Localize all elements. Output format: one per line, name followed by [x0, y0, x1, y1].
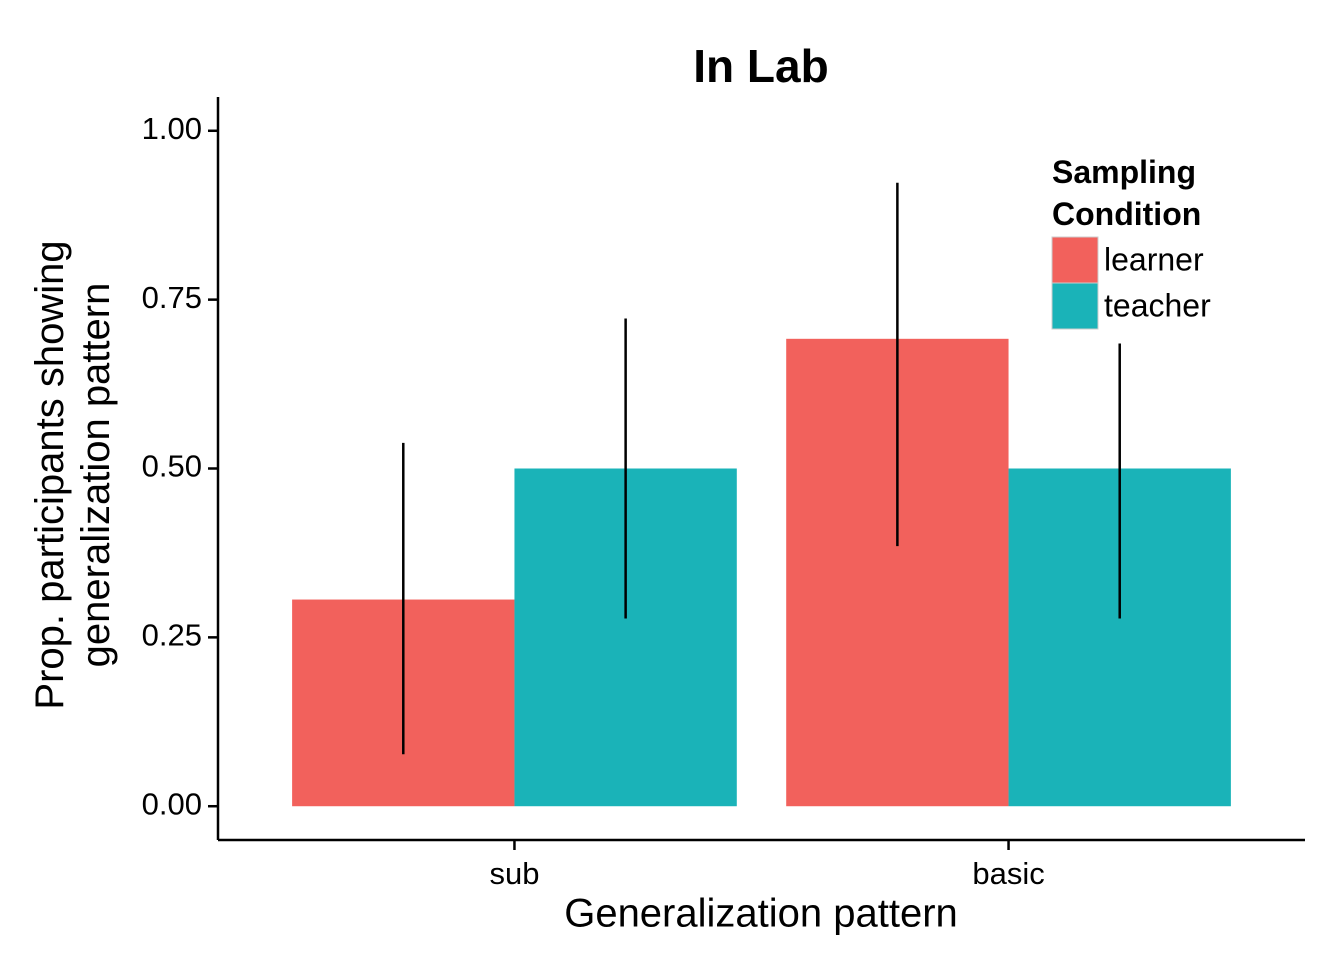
x-tick-label: basic: [972, 856, 1044, 891]
legend-label: learner: [1104, 241, 1204, 277]
chart-title: In Lab: [693, 40, 828, 92]
legend-swatch: [1051, 236, 1099, 284]
legend-label: teacher: [1104, 287, 1211, 323]
x-tick-label: sub: [489, 856, 539, 891]
y-tick-label: 0.75: [142, 280, 202, 315]
legend-title: Sampling Condition: [1052, 154, 1201, 232]
y-tick-label: 1.00: [142, 111, 202, 146]
y-axis-title: Prop. participants showinggeneralization…: [28, 240, 118, 709]
legend-swatch: [1051, 282, 1099, 330]
x-axis-title: Generalization pattern: [564, 892, 958, 936]
y-tick-label: 0.50: [142, 449, 202, 484]
y-tick-label: 0.25: [142, 618, 202, 653]
y-tick-label: 0.00: [142, 786, 202, 821]
